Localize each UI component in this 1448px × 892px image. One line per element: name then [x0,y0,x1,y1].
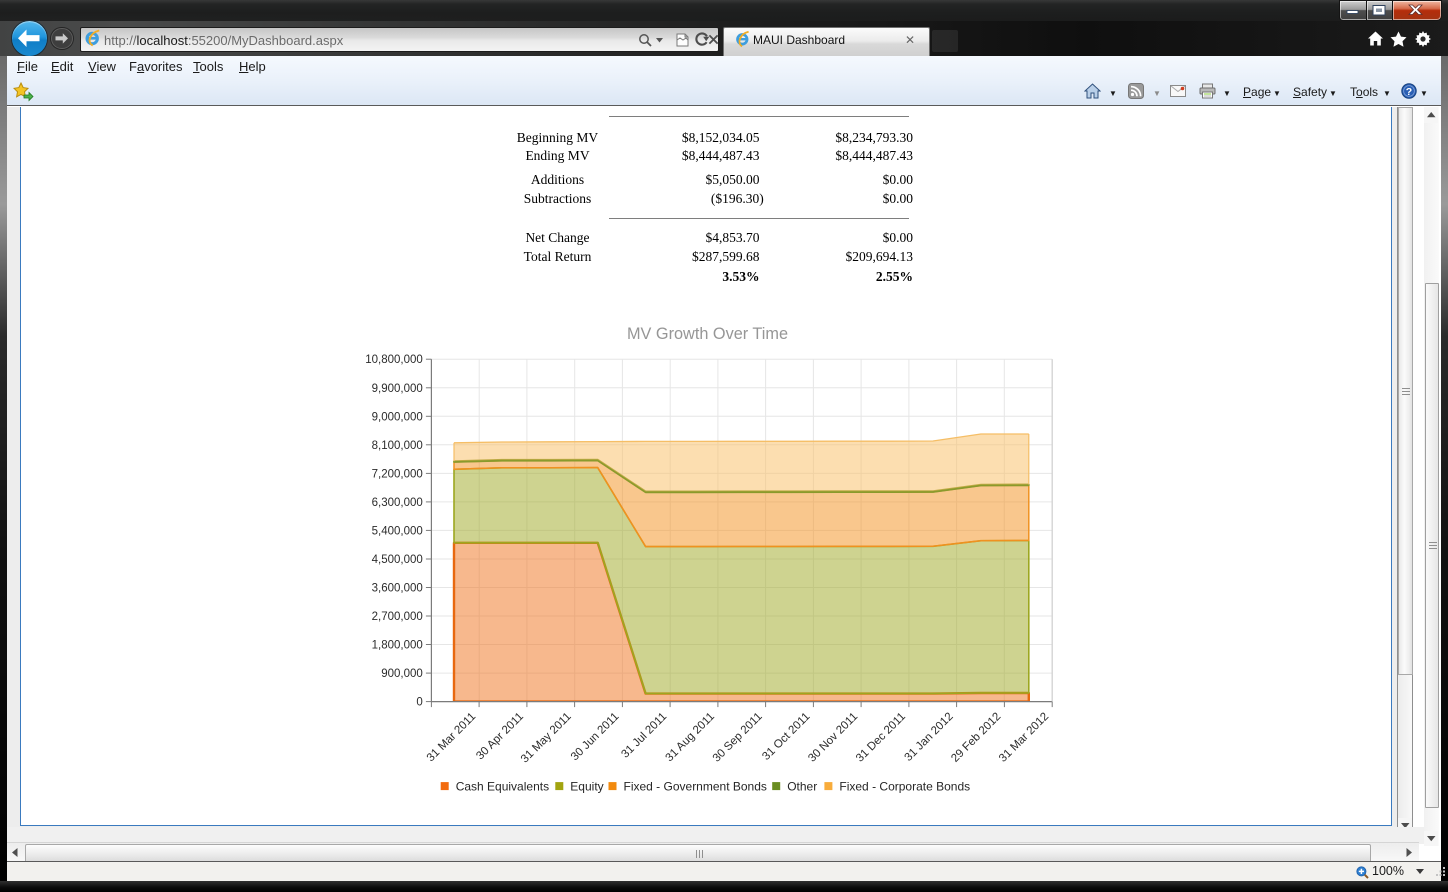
svg-text:MV Growth Over Time: MV Growth Over Time [627,325,788,343]
svg-text:30 Jun 2011: 30 Jun 2011 [569,711,622,764]
svg-text:Fixed - Government Bonds: Fixed - Government Bonds [624,780,767,794]
svg-text:5,400,000: 5,400,000 [372,525,423,537]
svg-text:2,700,000: 2,700,000 [372,611,423,623]
svg-text:0: 0 [416,697,422,709]
svg-text:31 Jan 2012: 31 Jan 2012 [902,711,955,764]
svg-text:8,100,000: 8,100,000 [372,440,423,452]
svg-text:31 Mar 2012: 31 Mar 2012 [997,711,1051,765]
svg-text:31 Oct 2011: 31 Oct 2011 [760,711,812,763]
svg-text:1,800,000: 1,800,000 [372,640,423,652]
svg-text:30 Apr 2011: 30 Apr 2011 [474,711,526,763]
svg-text:6,300,000: 6,300,000 [372,497,423,509]
svg-text:3,600,000: 3,600,000 [372,583,423,595]
svg-text:30 Nov 2011: 30 Nov 2011 [806,711,860,765]
svg-text:31 Aug 2011: 31 Aug 2011 [663,711,717,765]
svg-text:31 Dec 2011: 31 Dec 2011 [854,711,908,765]
svg-text:9,000,000: 9,000,000 [372,411,423,423]
svg-text:31 Mar 2011: 31 Mar 2011 [425,711,479,765]
svg-text:31 Jul 2011: 31 Jul 2011 [619,711,669,761]
svg-text:Fixed - Corporate Bonds: Fixed - Corporate Bonds [839,780,970,794]
svg-text:4,500,000: 4,500,000 [372,554,423,566]
svg-text:900,000: 900,000 [381,668,423,680]
svg-text:Cash Equivalents: Cash Equivalents [456,780,549,794]
svg-text:Other: Other [787,780,817,794]
svg-text:Equity: Equity [570,780,603,794]
svg-text:9,900,000: 9,900,000 [372,383,423,395]
svg-text:10,800,000: 10,800,000 [365,354,423,366]
svg-text:31 May 2011: 31 May 2011 [519,711,574,766]
svg-text:29 Feb 2012: 29 Feb 2012 [949,711,1003,765]
svg-text:30 Sep 2011: 30 Sep 2011 [711,711,765,765]
svg-text:7,200,000: 7,200,000 [372,468,423,480]
svg-text:?: ? [1406,86,1412,98]
